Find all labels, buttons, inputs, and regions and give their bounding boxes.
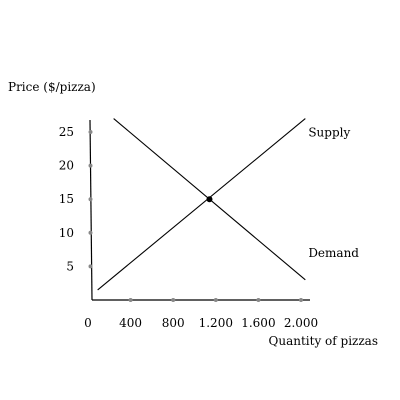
y-tick-mark: [88, 130, 93, 134]
x-tick-label: 1.600: [241, 316, 275, 330]
x-tick-mark: [213, 298, 218, 302]
equilibrium-point: [206, 196, 213, 203]
x-tick-mark: [256, 298, 261, 302]
y-tick-label: 5: [66, 259, 74, 273]
demand-label: Demand: [308, 246, 359, 260]
y-tick-mark: [88, 264, 93, 269]
y-tick-mark: [88, 230, 93, 235]
y-tick-label: 20: [59, 159, 74, 173]
y-tick-label: 15: [59, 192, 74, 206]
y-axis: [89, 119, 93, 301]
x-tick-mark: [171, 298, 176, 302]
supply-label: Supply: [308, 126, 350, 140]
y-tick-mark: [88, 163, 93, 168]
x-tick-mark: [299, 298, 303, 302]
y-tick-mark: [88, 197, 93, 202]
y-axis-label: Price ($/pizza): [8, 80, 96, 94]
y-ticks: 5 10 15 20 25: [59, 125, 93, 273]
series: Supply Demand: [97, 118, 359, 291]
x-axis-label: Quantity of pizzas: [269, 334, 378, 348]
x-tick-label: 2.000: [284, 316, 318, 330]
equilibrium: [206, 196, 213, 203]
x-ticks: 0 400 800 1.200 1.600 2.000: [84, 298, 318, 330]
supply-line: [97, 118, 306, 291]
y-tick-label: 25: [59, 125, 74, 139]
y-tick-label: 10: [59, 226, 74, 240]
x-tick-label: 800: [162, 316, 185, 330]
x-tick-label: 1.200: [199, 316, 233, 330]
x-tick-label: 0: [84, 316, 92, 330]
x-tick-mark: [128, 298, 133, 302]
x-tick-label: 400: [119, 316, 142, 330]
